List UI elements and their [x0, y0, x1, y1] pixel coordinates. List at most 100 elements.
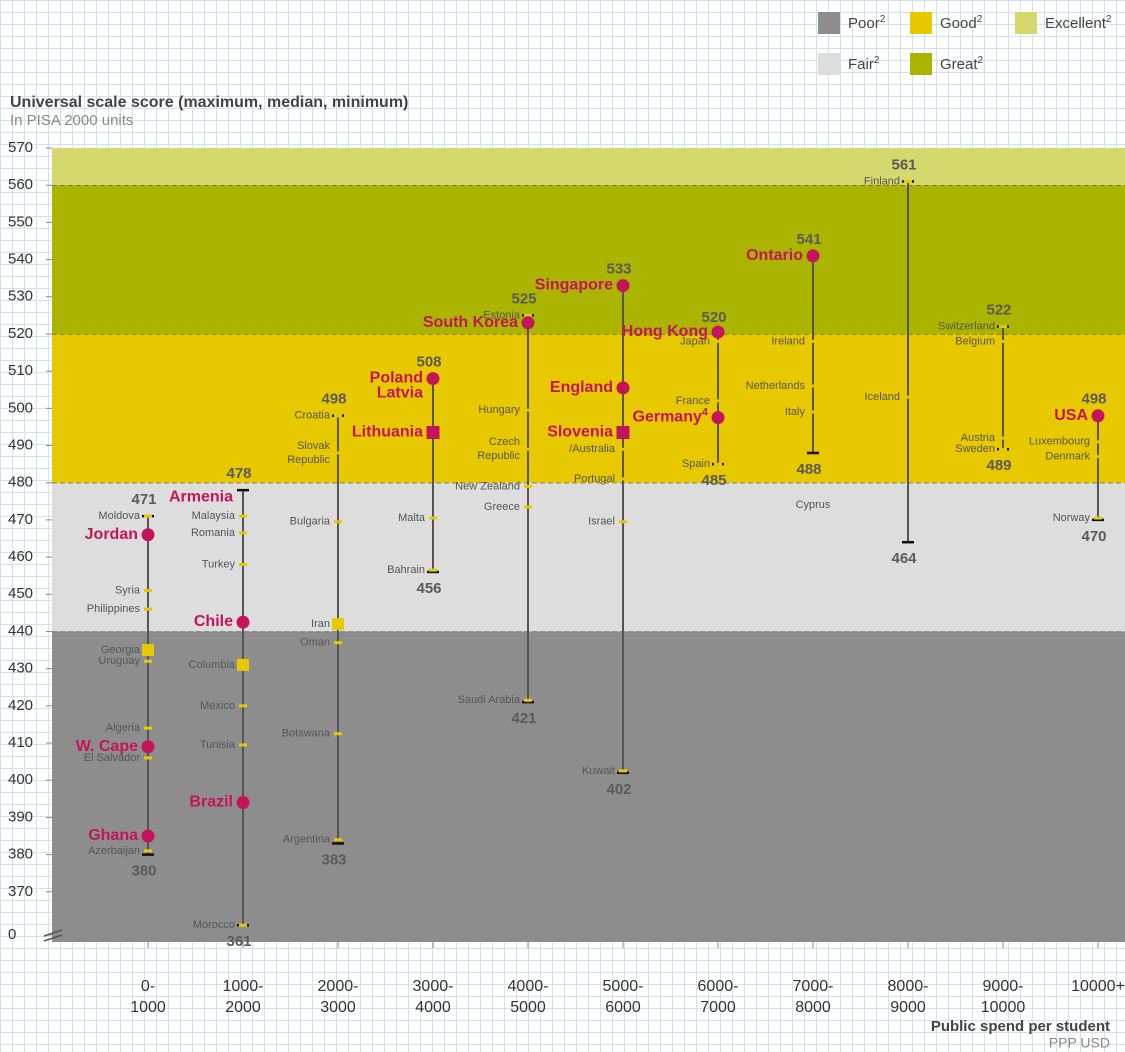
- system-marker: [806, 249, 820, 263]
- system-marker: [1091, 409, 1105, 423]
- x-tick-label: 1000- 2000: [223, 978, 264, 1016]
- country-label: Malaysia: [192, 510, 236, 522]
- x-tick-line: 8000: [795, 999, 831, 1016]
- country-label: Bulgaria: [290, 516, 331, 528]
- min-label: 488: [796, 461, 821, 478]
- system-label: Lithuania: [352, 424, 423, 441]
- x-tick-line: 9000-: [983, 978, 1024, 995]
- band: [52, 333, 1125, 483]
- country-label: Switzerland: [938, 320, 995, 332]
- country-marker: [237, 658, 249, 671]
- y-tick-label: 450: [8, 585, 33, 602]
- legend-swatch: [818, 53, 840, 75]
- min-label: 470: [1081, 528, 1106, 545]
- min-label: 361: [226, 933, 251, 950]
- country-label: Algeria: [106, 722, 141, 734]
- plot-area: [52, 148, 1125, 942]
- system-label: South Korea: [423, 314, 518, 331]
- system-name: Germany: [633, 409, 702, 426]
- system-name: Poland: [370, 370, 423, 387]
- y-tick-label: 570: [8, 139, 33, 156]
- system-name: Latvia: [377, 385, 423, 402]
- legend-label: Excellent2: [1045, 14, 1112, 32]
- country-label: Slovak Republic: [287, 440, 330, 466]
- system-label: Hong Kong: [622, 323, 708, 340]
- system-label: Ghana: [88, 827, 138, 844]
- y-tick-label: 390: [8, 808, 33, 825]
- x-tick-line: 3000-: [413, 978, 454, 995]
- min-label: 383: [321, 851, 346, 868]
- system-marker: [141, 528, 155, 542]
- country-label: Hungary: [478, 404, 520, 416]
- x-tick-line: 0-: [141, 978, 155, 995]
- system-label: England: [550, 379, 613, 396]
- country-label: Romania: [191, 527, 236, 539]
- system-name: South Korea: [423, 314, 518, 331]
- axis-break: [43, 934, 63, 942]
- country-label: New Zealand: [455, 480, 520, 492]
- system-marker: [426, 372, 440, 386]
- system-marker: [711, 411, 725, 425]
- y-tick-label: 500: [8, 399, 33, 416]
- country-label-line: Republic: [287, 454, 330, 466]
- x-tick-line: 1000: [130, 999, 166, 1016]
- y-tick-label: 520: [8, 325, 33, 342]
- max-label: 508: [416, 354, 441, 371]
- country-label: Kuwait: [582, 765, 615, 777]
- x-tick-label: 10000+: [1071, 978, 1125, 995]
- country-label: Syria: [115, 584, 141, 596]
- system-name: Singapore: [535, 277, 613, 294]
- country-label: Norway: [1053, 512, 1091, 524]
- system-marker: [616, 381, 630, 395]
- x-tick-line: 7000-: [793, 978, 834, 995]
- country-label: Finland: [864, 175, 900, 187]
- max-label: 498: [321, 391, 346, 408]
- y-tick-label: 380: [8, 846, 33, 863]
- country-label: Sweden: [955, 443, 995, 455]
- x-tick-label: 5000- 6000: [603, 978, 644, 1016]
- legend-note: 2: [1106, 14, 1112, 25]
- max-label: 541: [796, 231, 821, 248]
- country-label: Estonia: [483, 309, 521, 321]
- system-marker: [711, 325, 725, 339]
- system-label: USA: [1054, 407, 1088, 424]
- y-tick-label: 470: [8, 511, 33, 528]
- legend-swatch: [1015, 12, 1037, 34]
- country-label: Ireland: [771, 335, 805, 347]
- x-tick-line: 7000: [700, 999, 736, 1016]
- x-tick-label: 6000- 7000: [698, 978, 739, 1016]
- min-label: 464: [891, 550, 917, 567]
- system-marker: [141, 829, 155, 843]
- system-name: Hong Kong: [622, 323, 708, 340]
- y-tick-label: 420: [8, 697, 33, 714]
- country-label: Azerbaijan: [88, 845, 140, 857]
- legend-note: 2: [874, 55, 880, 66]
- country-label: Portugal: [574, 473, 615, 485]
- system-name: Jordan: [85, 526, 138, 543]
- y-tick-label: 0: [8, 926, 16, 943]
- x-tick-line: 10000: [981, 999, 1026, 1016]
- country-label: Turkey: [202, 558, 236, 570]
- legend-name: Great: [940, 56, 978, 73]
- country-label: Tunisia: [200, 739, 236, 751]
- x-tick-label: 9000- 10000: [981, 978, 1026, 1016]
- country-label-line: Czech: [489, 436, 520, 448]
- system-marker: [236, 796, 250, 810]
- x-tick-line: 4000-: [508, 978, 549, 995]
- system-name: Armenia: [169, 489, 233, 506]
- country-label: Philippines: [87, 603, 141, 615]
- x-tick-line: 3000: [320, 999, 356, 1016]
- system-name: Lithuania: [352, 424, 423, 441]
- country-label-line: Republic: [477, 450, 520, 462]
- max-label: 478: [226, 465, 251, 482]
- y-tick-label: 530: [8, 288, 33, 305]
- band: [52, 482, 1125, 632]
- max-label: 498: [1081, 391, 1106, 408]
- system-name: Ontario: [746, 247, 803, 264]
- x-tick-label: 4000- 5000: [508, 978, 549, 1016]
- min-label: 489: [986, 457, 1011, 474]
- country-label: Luxembourg: [1029, 436, 1090, 448]
- legend-name: Excellent: [1045, 15, 1107, 32]
- axis-break: [43, 929, 63, 937]
- x-tick-line: 1000-: [223, 978, 264, 995]
